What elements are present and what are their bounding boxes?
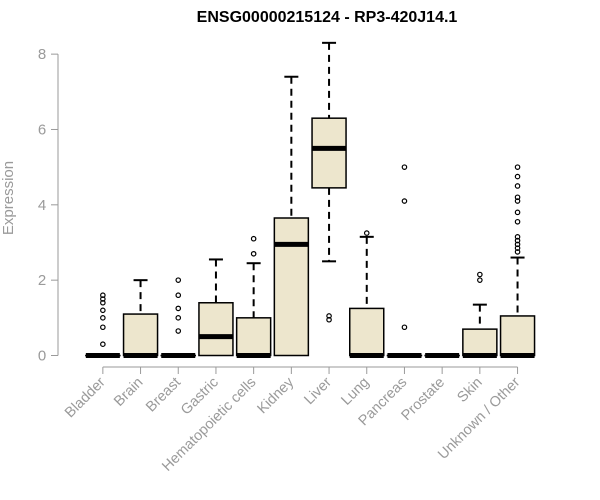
outlier-point <box>363 230 370 236</box>
outlier-point <box>100 341 106 347</box>
y-tick-label: 2 <box>38 272 46 289</box>
box-rect <box>122 313 159 357</box>
x-tick-label: Liver <box>301 374 335 408</box>
box-breast <box>160 277 196 358</box>
outlier-point <box>514 249 521 255</box>
y-axis-label: Expression <box>0 161 17 235</box>
box-unknown-other <box>499 164 536 358</box>
outlier-point <box>514 218 521 225</box>
y-tick-label: 4 <box>38 197 46 214</box>
box-rect <box>499 315 536 357</box>
outlier-point <box>175 328 182 334</box>
outlier-point <box>175 315 182 321</box>
outlier-point <box>514 209 521 216</box>
outlier-point <box>477 271 483 278</box>
y-axis: 0 2 4 6 8 <box>38 46 59 365</box>
outlier-point <box>326 313 332 319</box>
y-tick-label: 6 <box>38 121 46 138</box>
x-tick-label: Lung <box>338 375 372 409</box>
outlier-point <box>175 305 182 312</box>
outlier-point <box>514 234 521 240</box>
outlier-point <box>401 198 408 204</box>
y-tick-label: 0 <box>38 348 46 365</box>
outlier-point <box>514 183 521 189</box>
outlier-point <box>401 324 408 331</box>
outlier-point <box>100 296 106 302</box>
box-rect <box>235 317 272 357</box>
outlier-point <box>100 307 106 314</box>
outlier-point <box>514 198 521 204</box>
outlier-point <box>514 194 521 201</box>
outlier-point <box>100 324 106 331</box>
x-tick-label: Bladder <box>62 374 109 421</box>
x-tick-label: Breast <box>143 375 184 416</box>
outlier-point <box>514 241 521 248</box>
outlier-point <box>100 299 106 306</box>
box-rect <box>311 117 347 189</box>
box-skin <box>462 271 498 358</box>
box-bladder <box>85 292 121 358</box>
outlier-point <box>514 237 521 244</box>
box-pancreas <box>386 164 423 358</box>
box-rect <box>273 217 310 357</box>
boxes-layer <box>85 41 536 358</box>
box-rect <box>462 328 498 357</box>
outlier-point <box>326 316 332 323</box>
outlier-point <box>175 277 182 283</box>
box-rect <box>349 307 385 357</box>
box-kidney <box>273 75 310 357</box>
outlier-point <box>514 164 521 170</box>
x-tick-label: Kidney <box>255 374 298 417</box>
outlier-point <box>401 164 408 170</box>
outlier-point <box>250 235 257 242</box>
chart-title: ENSG00000215124 - RP3-420J14.1 <box>197 9 458 26</box>
box-rect <box>198 302 234 357</box>
outlier-point <box>250 250 257 257</box>
x-tick-label: Skin <box>454 375 485 406</box>
box-lung <box>349 230 385 358</box>
box-liver <box>311 41 347 323</box>
outlier-point <box>175 292 182 299</box>
box-hematopoietic-cells <box>235 235 272 358</box>
outlier-point <box>100 292 106 299</box>
x-tick-label: Brain <box>111 375 146 410</box>
outlier-point <box>514 245 521 251</box>
box-gastric <box>198 258 234 357</box>
outlier-point <box>100 315 106 321</box>
y-tick-label: 8 <box>38 46 46 63</box>
outlier-point <box>514 173 521 180</box>
box-brain <box>122 279 159 358</box>
outlier-point <box>477 277 483 283</box>
